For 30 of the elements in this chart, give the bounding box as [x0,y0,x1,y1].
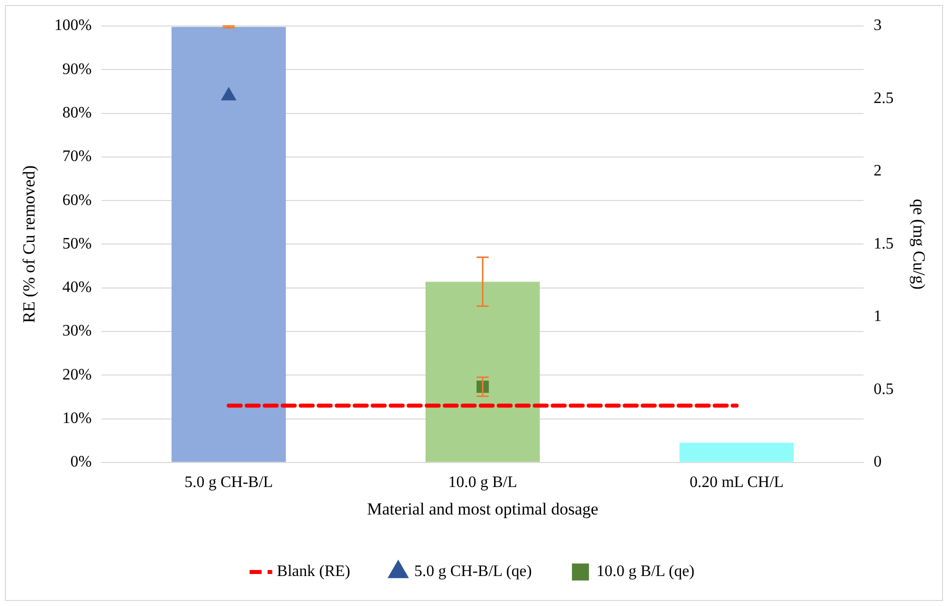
y2-tick-label: 2.5 [874,90,894,107]
y2-tick-label: 0 [874,454,882,471]
y-tick-label: 70% [62,148,92,166]
legend-label: Blank (RE) [276,563,350,580]
legend-label: 10.0 g B/L (qe) [596,563,694,580]
y-tick-label: 30% [62,322,92,340]
y-tick-label: 90% [62,60,92,78]
y-tick-label: 50% [62,235,92,252]
bar [679,442,794,462]
x-tick-label: 0.20 mL CH/L [690,474,784,492]
y-tick-label: 0% [70,454,92,471]
bar [172,26,286,462]
y-tick-label: 20% [62,366,92,384]
y-tick-label: 10% [62,410,92,427]
y-tick-label: 60% [62,192,92,209]
y-tick-label: 40% [62,279,92,296]
y-tick-label: 100% [54,17,92,34]
x-axis-title: Material and most optimal dosage [366,499,598,518]
x-tick-label: 10.0 g B/L [448,474,518,492]
y2-axis-title: qe (mg Cu/g) [909,198,928,290]
y-tick-label: 80% [62,104,92,122]
bar [426,282,540,462]
legend-label: 5.0 g CH-B/L (qe) [414,563,532,580]
y2-tick-label: 1 [874,308,882,326]
y2-tick-label: 1.5 [874,235,894,252]
y2-tick-label: 0.5 [874,380,894,398]
y2-tick-label: 3 [874,17,882,34]
y2-tick-label: 2 [874,162,882,180]
y-axis-title: RE (% of Cu removed) [20,165,39,324]
x-tick-label: 5.0 g CH-B/L [184,474,273,492]
